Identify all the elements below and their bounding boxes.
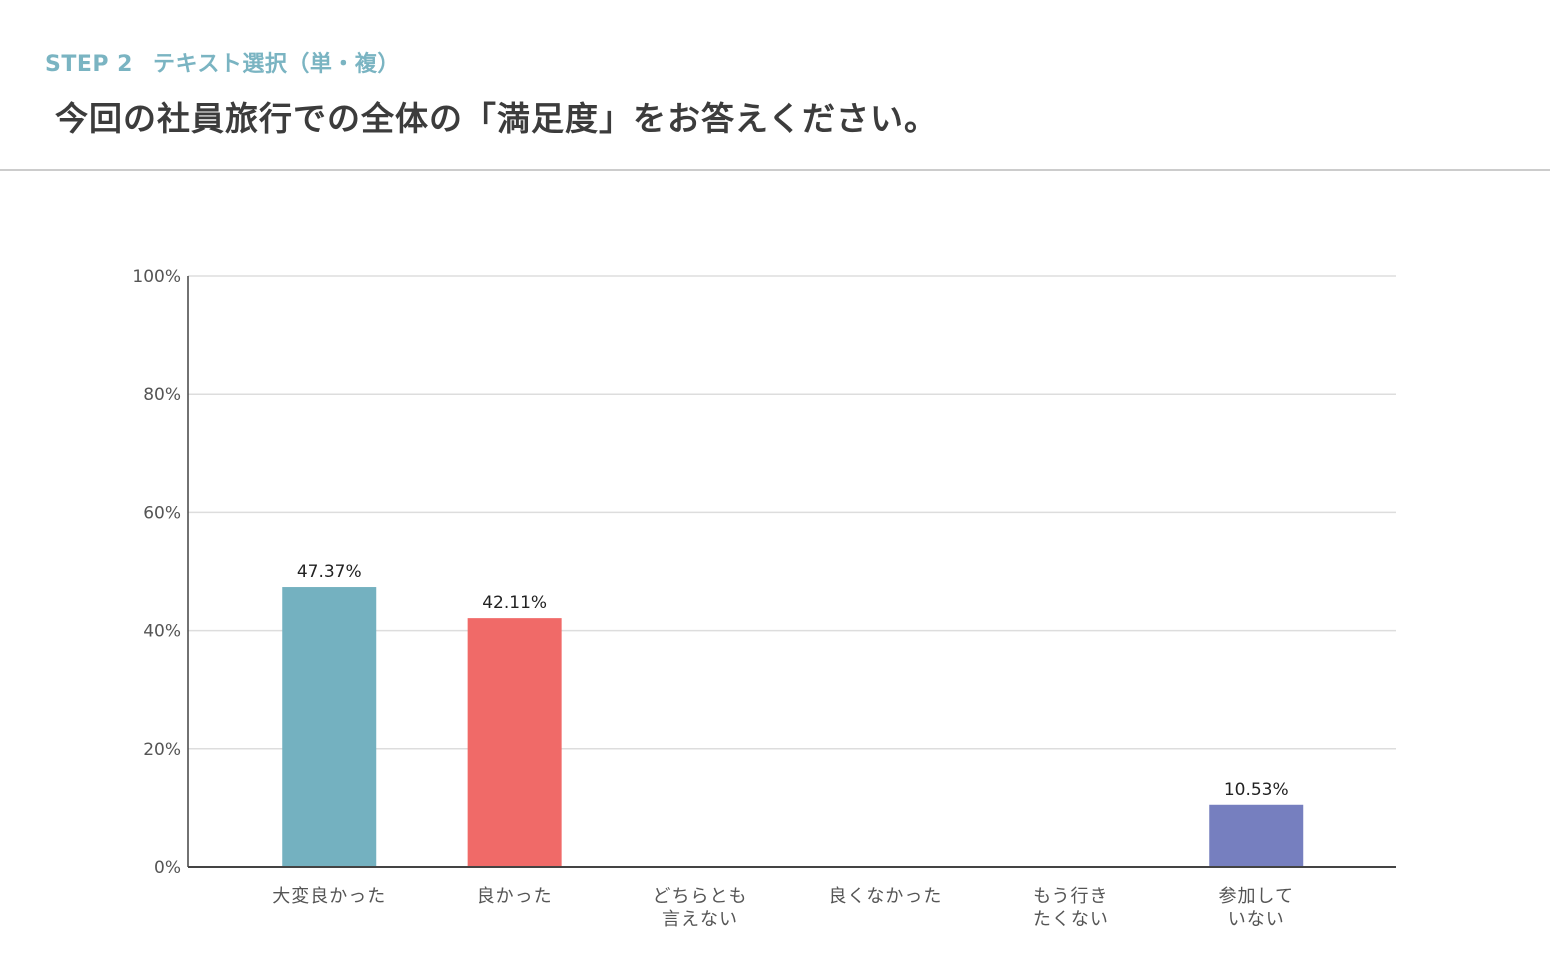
x-tick-label: どちらとも [653, 886, 748, 907]
y-tick-label: 20% [143, 740, 181, 760]
y-tick-label: 80% [143, 385, 181, 405]
x-tick-label: 大変良かった [272, 886, 386, 907]
x-tick-label: いない [1228, 909, 1285, 930]
y-tick-label: 0% [154, 858, 181, 878]
step-number: STEP 2 [45, 52, 133, 77]
header-divider [0, 169, 1550, 171]
data-label: 42.11% [482, 593, 547, 613]
data-label: 47.37% [297, 562, 362, 582]
x-tick-label: 良かった [477, 886, 553, 907]
x-tick-label: 言えない [662, 909, 738, 930]
bar [467, 618, 562, 867]
x-tick-label: 良くなかった [828, 886, 942, 907]
x-tick-label: 参加して [1219, 886, 1294, 907]
question-type: テキスト選択（単・複） [152, 52, 400, 77]
y-tick-label: 40% [143, 622, 181, 642]
y-tick-label: 100% [132, 267, 181, 287]
x-tick-label: たくない [1033, 909, 1109, 930]
step-label: STEP 2 テキスト選択（単・複） [45, 46, 400, 78]
bar [282, 587, 377, 867]
bar [1209, 804, 1304, 867]
x-tick-label: もう行き [1033, 886, 1108, 907]
question-title: 今回の社員旅行での全体の「満足度」をお答えください。 [55, 99, 939, 138]
data-label: 10.53% [1224, 780, 1289, 800]
y-tick-label: 60% [143, 503, 181, 523]
